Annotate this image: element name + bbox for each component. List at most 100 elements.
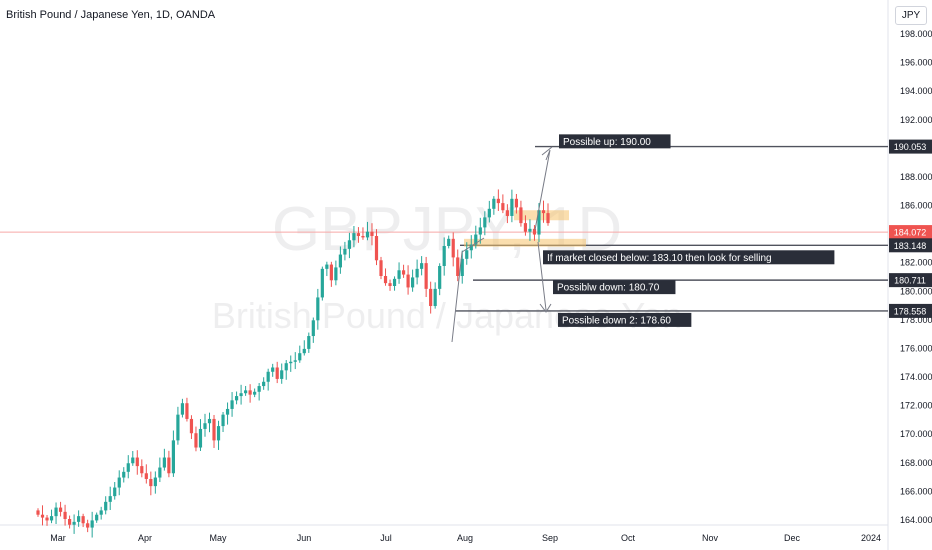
candle-body (207, 418, 212, 424)
candle-body (234, 396, 239, 401)
y-tick-label: 168.000 (900, 458, 932, 468)
candle-body (77, 516, 81, 522)
candle-body (198, 428, 203, 448)
candle-body (40, 514, 45, 518)
candle-body (347, 240, 352, 249)
candle-body (117, 477, 121, 488)
candle-body (293, 360, 297, 362)
y-tick-label: 192.000 (900, 115, 932, 125)
candle-body (451, 238, 455, 258)
price-tag-label: 178.558 (894, 306, 927, 316)
candle-body (203, 423, 207, 429)
candle-body (361, 235, 365, 238)
candle-body (171, 440, 175, 474)
candle-body (253, 391, 257, 395)
candle-body (257, 386, 261, 392)
candle-body (239, 393, 243, 397)
resistance-zone (514, 210, 569, 221)
candle-body (144, 473, 148, 479)
arrow-up (534, 146, 553, 231)
candle-body (370, 231, 374, 236)
y-tick-label: 184.000 (900, 229, 932, 239)
candle-body (221, 414, 225, 427)
candle-body (329, 264, 333, 281)
currency-button[interactable]: JPY (895, 6, 927, 25)
candle-body (244, 390, 248, 394)
annotation-bg (558, 312, 692, 327)
candle-body (316, 297, 320, 321)
candle-body (424, 263, 428, 289)
candle-body (406, 274, 410, 288)
annotation-bg (543, 250, 835, 265)
annotation-label: Possible up: 190.00 (563, 137, 651, 148)
arrow-path-left (451, 237, 485, 343)
annotation-bg (553, 280, 676, 295)
candle-body (532, 228, 537, 235)
x-tick-label: Jun (297, 533, 312, 543)
candle-body (212, 418, 216, 441)
x-tick-label: Oct (621, 533, 636, 543)
y-tick-label: 164.000 (900, 515, 932, 525)
candle-body (356, 233, 361, 236)
candle-body (478, 227, 482, 235)
candle-body (465, 250, 469, 259)
candle-body (519, 207, 523, 224)
candle-body (185, 403, 189, 419)
y-tick-label: 176.000 (900, 343, 932, 353)
candle-body (492, 198, 496, 209)
price-tag-bg (889, 273, 932, 288)
candle-body (379, 260, 383, 276)
candle-body (266, 371, 270, 382)
candle-body (415, 268, 419, 278)
price-tag-label: 180.711 (894, 276, 926, 286)
candle-body (537, 210, 541, 235)
candle-body (311, 320, 315, 337)
price-tag-label: 183.148 (894, 241, 927, 251)
candle-body (158, 467, 162, 478)
annotation-label: Possible down 2: 178.60 (562, 315, 671, 326)
price-tag-bg (889, 238, 932, 253)
watermark-symbol: GBPJPY, 1D (272, 195, 622, 264)
candle-body (262, 381, 266, 387)
candle-body (284, 363, 288, 371)
annotation-bg (559, 134, 671, 149)
y-tick-label: 166.000 (900, 486, 932, 496)
y-tick-label: 188.000 (900, 172, 932, 182)
candle-body (248, 390, 252, 395)
candle-body (541, 210, 546, 214)
y-tick-label: 172.000 (900, 401, 932, 411)
candle-body (365, 231, 370, 238)
arrow-down (537, 241, 552, 313)
y-tick-label: 178.000 (900, 315, 932, 325)
candle-body (90, 520, 94, 528)
candle-body (72, 521, 76, 525)
x-tick-label: 2024 (861, 533, 881, 543)
candle-body (307, 336, 311, 349)
x-tick-label: Mar (50, 533, 66, 543)
candle-body (483, 217, 487, 228)
candle-body (49, 516, 54, 521)
candle-body (153, 477, 157, 487)
candle-body (122, 471, 126, 478)
x-tick-label: Apr (138, 533, 152, 543)
candle-body (469, 244, 473, 251)
sell-zone (464, 238, 586, 247)
candle-body (126, 463, 130, 472)
candle-body (474, 234, 478, 245)
candle-body (176, 414, 180, 441)
candle-body (131, 457, 135, 464)
candle-body (496, 198, 500, 204)
candle-body (113, 487, 117, 497)
candle-body (442, 245, 446, 266)
candle-body (338, 254, 342, 268)
price-tag-bg (889, 225, 932, 240)
candle-body (334, 267, 338, 281)
candle-body (225, 408, 230, 415)
candle-body (104, 501, 108, 511)
candle-body (189, 418, 194, 434)
candle-body (388, 283, 392, 287)
candle-body (501, 203, 505, 211)
y-tick-label: 174.000 (900, 372, 932, 382)
candle-body (81, 516, 85, 524)
